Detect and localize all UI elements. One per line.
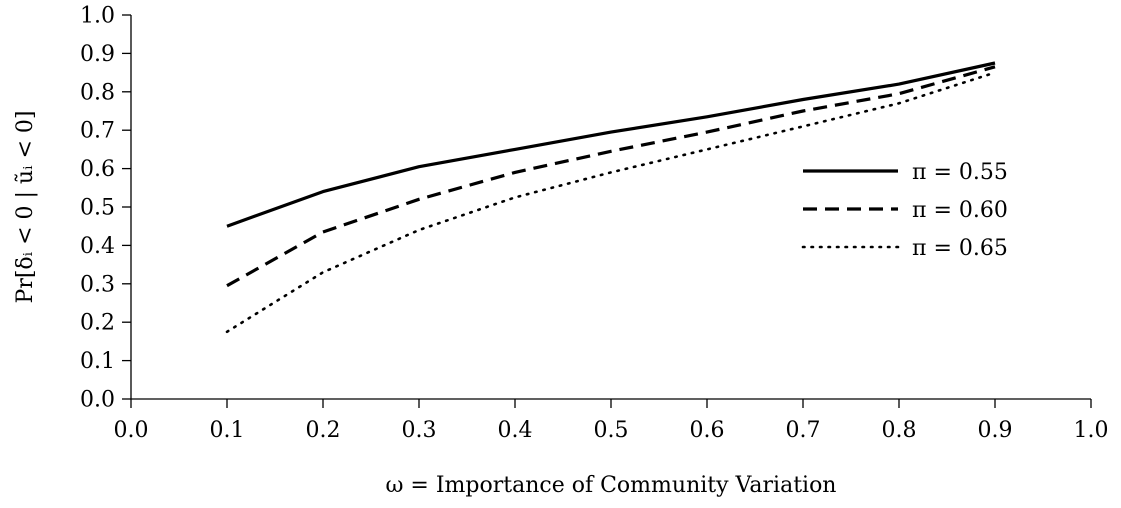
x-tick-label: 0.1 (210, 418, 245, 443)
y-tick-label: 0.6 (80, 157, 115, 182)
y-tick-label: 1.0 (80, 4, 115, 29)
y-tick-label: 0.1 (80, 349, 115, 374)
y-tick-label: 0.0 (80, 388, 115, 413)
series-line-dashed (226, 65, 996, 288)
x-tick-label: 0.7 (786, 418, 821, 443)
legend-label: π = 0.65 (912, 236, 1008, 261)
x-axis-title: ω = Importance of Community Variation (386, 473, 837, 498)
x-tick-label: 1.0 (1074, 418, 1109, 443)
x-tick-label: 0.2 (306, 418, 341, 443)
y-tick-label: 0.7 (80, 119, 115, 144)
x-tick-label: 0.9 (978, 418, 1013, 443)
x-tick-label: 0.8 (882, 418, 917, 443)
y-tick-label: 0.5 (80, 196, 115, 221)
x-tick-label: 0.3 (402, 418, 437, 443)
ticks: 0.0 0.1 0.2 0.3 0.4 0.5 0.6 0.7 0.8 0.9 1.0 0.0 0.1 0… (80, 4, 1109, 444)
legend-label: π = 0.55 (912, 160, 1008, 185)
y-tick-label: 0.8 (80, 80, 115, 105)
y-tick-label: 0.9 (80, 42, 115, 67)
series-line-dotted (225, 71, 997, 334)
x-tick-label: 0.0 (114, 418, 149, 443)
y-tick-label: 0.3 (80, 272, 115, 297)
series-line-solid (226, 61, 996, 228)
legend-label: π = 0.60 (912, 198, 1008, 223)
y-axis-title: Pr[δᵢ < 0 | ũᵢ < 0] (13, 111, 38, 304)
y-tick-label: 0.2 (80, 311, 115, 336)
y-tick-label: 0.4 (80, 234, 115, 259)
legend: π = 0.55 π = 0.60 π = 0.65 (801, 160, 1008, 261)
x-tick-label: 0.4 (498, 418, 533, 443)
x-tick-label: 0.5 (594, 418, 629, 443)
x-tick-label: 0.6 (690, 418, 725, 443)
series-layer (225, 61, 997, 334)
